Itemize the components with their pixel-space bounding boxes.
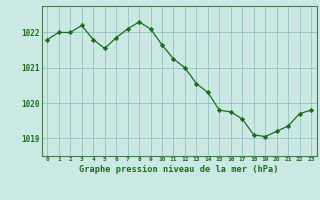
X-axis label: Graphe pression niveau de la mer (hPa): Graphe pression niveau de la mer (hPa) (79, 165, 279, 174)
